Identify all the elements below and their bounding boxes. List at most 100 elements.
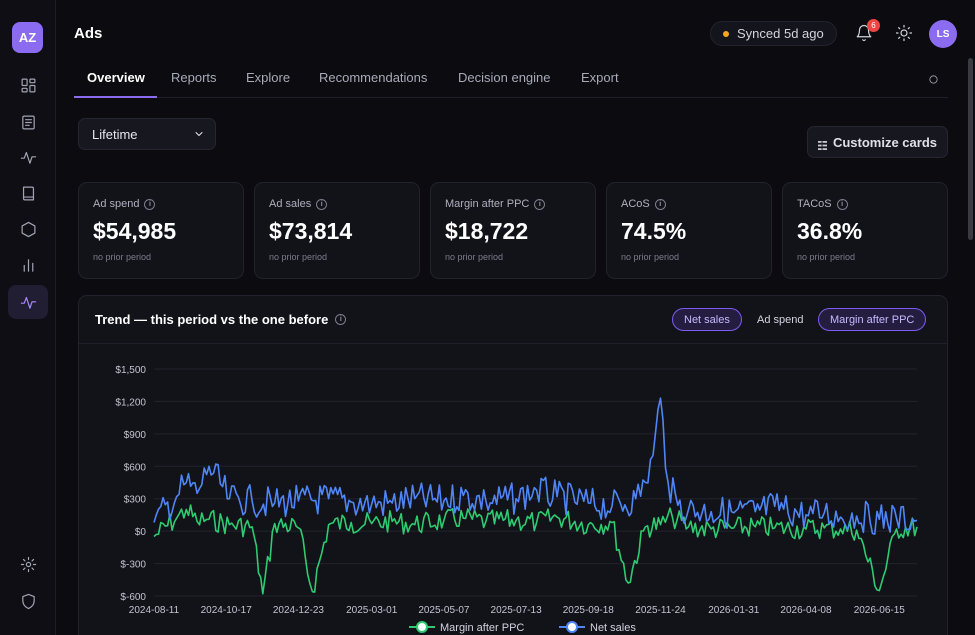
sun-icon xyxy=(895,24,913,42)
page-scrollbar[interactable] xyxy=(968,58,973,240)
legend-marker xyxy=(566,621,578,633)
legend-label: Net sales xyxy=(590,622,636,634)
x-tick-label: 2025-07-13 xyxy=(491,605,543,616)
info-icon[interactable]: i xyxy=(335,314,347,325)
tab-decision-engine[interactable]: Decision engine xyxy=(458,70,551,85)
x-tick-label: 2025-03-01 xyxy=(346,605,398,616)
bell-icon xyxy=(856,24,872,42)
info-icon[interactable]: i xyxy=(534,198,546,210)
dashboard-icon xyxy=(21,78,35,92)
series-line-net-sales xyxy=(153,397,918,535)
activity-icon xyxy=(20,151,36,164)
sidebar-item-ads[interactable] xyxy=(8,285,48,319)
toggle-net-sales[interactable]: Net sales xyxy=(672,308,742,331)
tab-bar: Overview Reports Explore Recommendations… xyxy=(74,60,948,98)
notifications-button[interactable] xyxy=(855,24,875,44)
chart-title: Trend — this period vs the one before xyxy=(95,312,329,327)
notification-badge: 6 xyxy=(867,19,880,32)
x-tick-label: 2025-09-18 xyxy=(563,605,615,616)
kpi-value: 36.8% xyxy=(797,218,863,244)
kpi-value: $54,985 xyxy=(93,218,177,244)
tab-overview[interactable]: Overview xyxy=(87,70,145,85)
x-tick-label: 2024-08-11 xyxy=(129,605,180,616)
period-select[interactable]: Lifetime xyxy=(78,118,216,150)
x-tick-label: 2026-04-08 xyxy=(780,605,832,616)
kpi-value: $73,814 xyxy=(269,218,353,244)
info-icon[interactable]: i xyxy=(316,198,328,210)
page-title: Ads xyxy=(74,25,103,42)
y-tick-label: $300 xyxy=(124,495,147,506)
info-icon[interactable]: i xyxy=(836,198,848,210)
kpi-subtext: no prior period xyxy=(621,252,680,262)
chart-title-wrap: Trend — this period vs the one before i xyxy=(95,312,347,327)
kpi-card-tacos: TACoS i 36.8% no prior period xyxy=(782,182,948,279)
y-tick-label: $1,200 xyxy=(115,397,146,408)
period-select-value: Lifetime xyxy=(92,126,138,142)
toggle-ad-spend[interactable]: Ad spend xyxy=(757,313,804,326)
kpi-value: $18,722 xyxy=(445,218,529,244)
theme-toggle[interactable] xyxy=(895,24,915,44)
tab-reports[interactable]: Reports xyxy=(171,70,217,85)
kpi-label: Margin after PPC xyxy=(445,198,530,210)
sync-dot-icon xyxy=(723,30,729,37)
chart-divider xyxy=(79,343,947,344)
y-tick-label: $1,500 xyxy=(115,365,146,376)
header: Ads Synced 5d ago 6 LS xyxy=(57,8,975,60)
kpi-label-wrap: ACoS i xyxy=(621,198,666,210)
x-tick-label: 2024-12-23 xyxy=(273,605,325,616)
kpi-subtext: no prior period xyxy=(445,252,504,262)
app-logo[interactable]: AZ xyxy=(12,22,43,53)
y-tick-label: $-600 xyxy=(120,592,146,603)
tab-export[interactable]: Export xyxy=(581,70,619,85)
y-tick-label: $600 xyxy=(124,462,147,473)
sidebar: AZ xyxy=(0,0,56,635)
kpi-label: Ad spend xyxy=(93,198,140,210)
kpi-subtext: no prior period xyxy=(269,252,328,262)
avatar[interactable]: LS xyxy=(929,20,957,48)
x-tick-label: 2024-10-17 xyxy=(201,605,253,616)
tab-settings-button[interactable] xyxy=(928,72,940,84)
kpi-label-wrap: Ad sales i xyxy=(269,198,328,210)
tab-recommendations[interactable]: Recommendations xyxy=(319,70,428,85)
kpi-card-ad-sales: Ad sales i $73,814 no prior period xyxy=(254,182,420,279)
hexagon-icon xyxy=(21,221,35,237)
x-tick-label: 2025-11-24 xyxy=(635,605,686,616)
kpi-subtext: no prior period xyxy=(93,252,152,262)
sync-status-label: Synced 5d ago xyxy=(737,26,824,41)
legend-label: Margin after PPC xyxy=(440,622,524,634)
kpi-card-acos: ACoS i 74.5% no prior period xyxy=(606,182,772,279)
toggle-margin-after-ppc[interactable]: Margin after PPC xyxy=(818,308,927,331)
y-tick-label: $900 xyxy=(124,430,147,441)
x-tick-label: 2025-05-07 xyxy=(418,605,470,616)
sidebar-item-products[interactable] xyxy=(8,212,48,246)
kpi-subtext: no prior period xyxy=(797,252,856,262)
kpi-label: ACoS xyxy=(621,198,650,210)
x-tick-label: 2026-01-31 xyxy=(708,605,760,616)
kpi-card-ad-spend: Ad spend i $54,985 no prior period xyxy=(78,182,244,279)
sidebar-item-settings[interactable] xyxy=(8,547,48,581)
sidebar-item-library[interactable] xyxy=(8,176,48,210)
chevron-down-icon xyxy=(193,128,205,140)
info-icon[interactable]: i xyxy=(144,198,156,210)
tab-explore[interactable]: Explore xyxy=(246,70,291,85)
y-tick-label: $0 xyxy=(135,527,147,538)
kpi-label-wrap: Ad spend i xyxy=(93,198,156,210)
sync-status[interactable]: Synced 5d ago xyxy=(710,21,837,46)
sidebar-item-dashboard[interactable] xyxy=(8,68,48,102)
kpi-card-margin-after-ppc: Margin after PPC i $18,722 no prior perio… xyxy=(430,182,596,279)
legend-marker xyxy=(416,621,428,633)
bar-chart-icon xyxy=(23,258,33,272)
gear-icon xyxy=(929,75,938,84)
x-tick-label: 2026-06-15 xyxy=(854,605,906,616)
settings-icon xyxy=(20,556,36,572)
sidebar-item-analytics[interactable] xyxy=(8,248,48,282)
customize-cards-button[interactable]: Customize cards xyxy=(807,126,948,158)
kpi-value: 74.5% xyxy=(621,218,687,244)
sidebar-item-activity[interactable] xyxy=(8,140,48,174)
info-icon[interactable]: i xyxy=(654,198,666,210)
sidebar-item-documents[interactable] xyxy=(8,105,48,139)
sidebar-item-security[interactable] xyxy=(8,584,48,618)
trend-chart: $1,500 $1,200 $900 $600 $300 $0 $-300 $-600 2024… xyxy=(115,365,918,634)
series-line-margin-after-ppc xyxy=(153,504,918,595)
pulse-icon xyxy=(20,296,36,309)
